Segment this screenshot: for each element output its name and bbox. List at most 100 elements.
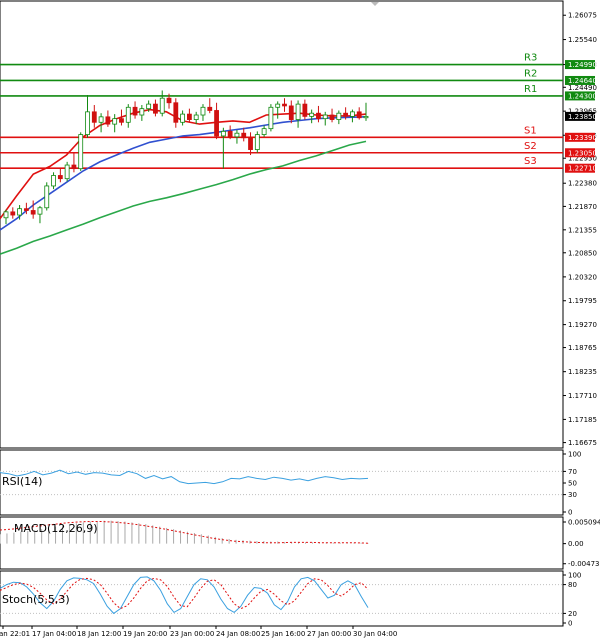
candle-up xyxy=(146,103,152,110)
macd-signal-line xyxy=(0,521,369,544)
indicator-tick-label: 0.00 xyxy=(568,540,584,548)
price-tick-label: 1.21355 xyxy=(568,226,597,234)
indicator-tick-label: 50 xyxy=(568,480,577,488)
macd-panel: 0.005094 0.00 -0.004731 MACD(12,26,9) xyxy=(0,516,600,570)
candle-up xyxy=(363,115,369,119)
time-tick-label: 18 Jan 12:00 xyxy=(77,630,121,638)
current-price-tag xyxy=(565,111,595,121)
candle-down xyxy=(119,118,124,123)
level-name-s1: S1 xyxy=(524,125,537,136)
main-price-panel: 1.260751.255401.249901.244901.239651.234… xyxy=(0,0,597,449)
candle-down xyxy=(241,132,247,139)
price-tick-label: 1.19270 xyxy=(568,321,597,329)
time-tick-label: an 22:01 xyxy=(0,630,30,638)
candle-up xyxy=(37,207,43,215)
level-price-tag xyxy=(565,91,595,101)
time-tick-label: 17 Jan 04:00 xyxy=(32,630,76,638)
candle-up xyxy=(98,116,104,123)
rsi-panel: 100 70 50 30 0 RSI(14) xyxy=(0,449,581,517)
indicator-tick-label: 70 xyxy=(568,468,577,476)
price-tick-label: 1.19795 xyxy=(568,297,597,305)
moving-average-line-2 xyxy=(0,116,367,231)
indicator-tick-label: 0 xyxy=(568,509,572,517)
candle-down xyxy=(343,112,349,117)
level-price-label: 1.22710 xyxy=(568,165,597,173)
price-tick-label: 1.22930 xyxy=(568,155,597,163)
time-tick-label: 23 Jan 00:00 xyxy=(170,630,214,638)
candle-up xyxy=(159,97,165,114)
indicator-tick-label: 20 xyxy=(568,610,577,618)
candle-up xyxy=(254,134,260,150)
candle-up xyxy=(268,106,274,130)
candle-up xyxy=(44,185,50,209)
level-name-r1: R1 xyxy=(524,84,537,95)
candle-down xyxy=(91,111,97,123)
price-tick-label: 1.16675 xyxy=(568,439,597,447)
time-tick-label: 24 Jan 08:00 xyxy=(216,630,260,638)
time-tick-label: 19 Jan 20:00 xyxy=(123,630,167,638)
candle-down xyxy=(132,106,138,116)
indicator-tick-label: 0.005094 xyxy=(568,518,600,526)
candle-up xyxy=(112,118,118,125)
level-price-label: 1.23390 xyxy=(568,134,597,142)
price-tick-label: 1.17185 xyxy=(568,416,597,424)
macd-axis: 0.005094 0.00 -0.004731 xyxy=(563,518,600,568)
candle-down xyxy=(207,106,213,111)
time-tick-label: 25 Jan 16:00 xyxy=(261,630,305,638)
price-tick-label: 1.23965 xyxy=(568,108,597,116)
level-price-label: 1.24990 xyxy=(568,61,597,69)
price-tick-label: 1.18765 xyxy=(568,344,597,352)
candle-down xyxy=(57,175,63,180)
candle-up xyxy=(322,114,328,120)
indicator-tick-label: 100 xyxy=(568,572,581,580)
candle-up xyxy=(295,103,301,120)
level-name-s3: S3 xyxy=(524,156,537,167)
candle-down xyxy=(186,113,192,120)
candle-up xyxy=(125,106,131,123)
candle-down xyxy=(23,208,29,211)
candle-up xyxy=(17,208,22,216)
indicator-tick-label: 0 xyxy=(568,620,572,628)
candle-up xyxy=(193,114,199,120)
candle-up xyxy=(220,130,226,137)
level-price-label: 1.24640 xyxy=(568,77,597,85)
price-tick-label: 1.21870 xyxy=(568,203,597,211)
stoch-label: Stoch(5,5,3) xyxy=(2,593,70,606)
current-price-marker: 1.23850 xyxy=(565,111,597,121)
candle-up xyxy=(139,108,145,116)
level-price-tag xyxy=(565,163,595,173)
level-price-tag xyxy=(565,75,595,85)
level-price-tag xyxy=(565,148,595,158)
candle-down xyxy=(288,105,294,120)
candle-up xyxy=(275,103,281,108)
candle-down xyxy=(105,116,111,125)
price-tick-label: 1.18235 xyxy=(568,368,597,376)
candle-up xyxy=(180,113,186,123)
price-tick-label: 1.22380 xyxy=(568,180,597,188)
stoch-k-line xyxy=(0,576,369,615)
main-panel-frame xyxy=(0,0,564,449)
time-tick-label: 30 Jan 04:00 xyxy=(353,630,397,638)
level-price-label: 1.23050 xyxy=(568,149,597,157)
candle-down xyxy=(356,111,362,119)
level-name-r3: R3 xyxy=(524,53,537,64)
scroll-marker-icon xyxy=(371,2,379,6)
candle-up xyxy=(261,128,267,135)
candle-down xyxy=(30,210,36,215)
candle-down xyxy=(214,110,219,137)
time-tick-label: 27 Jan 00:00 xyxy=(307,630,351,638)
candle-down xyxy=(248,137,253,150)
candle-up xyxy=(51,175,56,187)
level-price-tag xyxy=(565,60,595,70)
level-price-tag xyxy=(565,132,595,142)
level-price-label: 1.24300 xyxy=(568,92,597,100)
candle-down xyxy=(173,102,179,123)
level-name-r2: R2 xyxy=(524,68,537,79)
current-price-label: 1.23850 xyxy=(568,113,597,121)
candle-up xyxy=(64,164,70,180)
candle-down xyxy=(302,103,308,117)
stoch-d-line xyxy=(0,577,369,610)
